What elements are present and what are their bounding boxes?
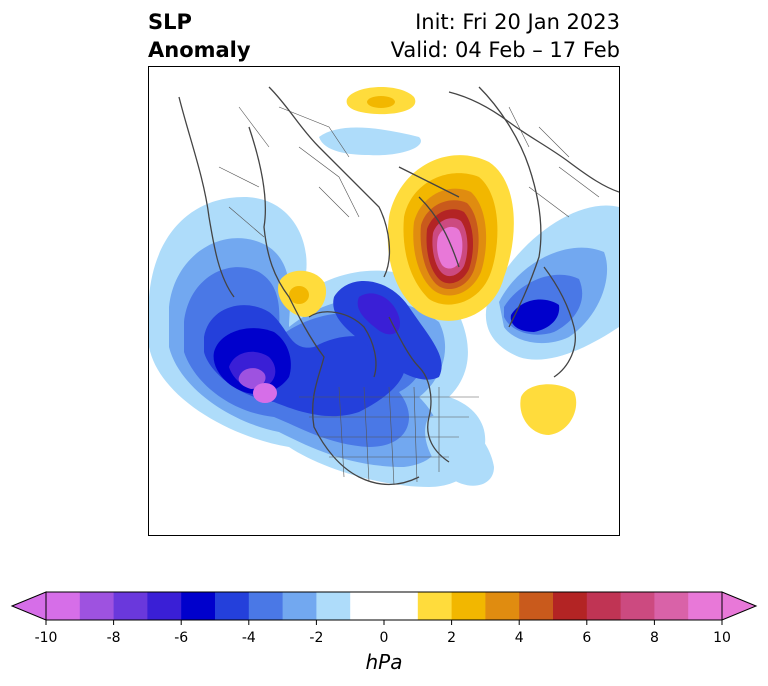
map-title: SLP Anomaly [148,8,251,64]
negative-anomaly-east [485,205,619,360]
colorbar-swatch [248,592,284,620]
title-line-1: SLP [148,10,192,34]
colorbar-swatch [147,592,182,620]
positive-anomaly-atlantic-core [289,286,309,304]
colorbar-swatch [46,592,81,620]
colorbar-swatch [282,592,317,620]
colorbar-swatch [586,592,622,620]
title-line-2: Anomaly [148,38,251,62]
colorbar-swatch [688,592,723,620]
colorbar: -10 -8 -6 -4 -2 0 2 4 6 8 10 hPa [10,591,758,674]
colorbar-tick-label: -4 [242,630,256,646]
colorbar-swatch [215,592,250,620]
colorbar-swatch [316,592,351,620]
negative-anomaly-europe [319,127,421,156]
colorbar-tick-label: 8 [650,630,659,646]
colorbar-swatch [350,592,419,620]
colorbar-swatch [181,592,216,620]
colorbar-swatch [654,592,689,620]
colorbar-tick-label: 4 [515,630,524,646]
colorbar-swatches [46,592,723,620]
positive-anomaly-europe-core [367,96,395,108]
colorbar-unit-label: hPa [366,650,403,674]
colorbar-swatch [451,592,486,620]
colorbar-swatch [553,592,588,620]
colorbar-tick-label: 2 [447,630,456,646]
colorbar-min-extend-arrow [10,591,47,621]
negative-anomaly-pacific [149,197,486,487]
colorbar-tick-label: -2 [309,630,323,646]
colorbar-max-extend-arrow [721,591,758,621]
colorbar-tick-label: 6 [582,630,591,646]
colorbar-tick-label: -10 [35,630,58,646]
colorbar-swatch [417,592,453,620]
slp-anomaly-map [148,66,620,536]
map-subtitle: Init: Fri 20 Jan 2023 Valid: 04 Feb – 17… [391,8,620,64]
colorbar-swatch [519,592,554,620]
valid-range: Valid: 04 Feb – 17 Feb [390,38,620,62]
init-date: Init: Fri 20 Jan 2023 [415,10,620,34]
coastlines [178,86,619,486]
colorbar-swatch [79,592,115,620]
positive-anomaly-pacific [520,384,577,435]
colorbar-tick-label: 0 [380,630,389,646]
colorbar-tick-label: -6 [174,630,188,646]
borders [218,106,600,486]
map-canvas [149,86,619,487]
colorbar-ticks: -10 -8 -6 -4 -2 0 2 4 6 8 10 [35,620,731,646]
colorbar-tick-label: 10 [713,630,731,646]
colorbar-swatch [620,592,655,620]
colorbar-swatch [113,592,148,620]
colorbar-tick-label: -8 [107,630,121,646]
colorbar-swatch [485,592,520,620]
negative-anomaly-atlantic [425,415,494,486]
negative-anomaly-arctic [333,280,442,380]
positive-anomaly-siberia [387,155,514,321]
